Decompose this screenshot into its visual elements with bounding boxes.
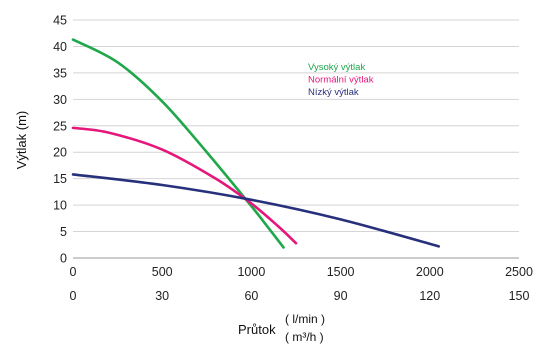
legend-item-vysoky-vytlak: Vysoký výtlak	[308, 62, 365, 73]
y-axis-title: Výtlak (m)	[14, 111, 29, 170]
y-tick-label: 15	[53, 172, 67, 186]
x-tick-label: 1500	[327, 265, 355, 279]
x-tick-label: 1000	[237, 265, 265, 279]
y-tick-label: 0	[60, 252, 67, 266]
x-tick-label-secondary: 60	[244, 289, 258, 303]
x-tick-label: 2500	[505, 265, 533, 279]
x-tick-label-secondary: 120	[419, 289, 440, 303]
series-layer	[71, 38, 441, 249]
x-tick-label: 0	[70, 265, 77, 279]
x-axis-unit-primary: ( l/min )	[285, 312, 325, 326]
x-tick-label-secondary: 90	[334, 289, 348, 303]
y-tick-label: 5	[60, 225, 67, 239]
series-line-normalni-vytlak	[71, 126, 298, 245]
x-axis-unit-secondary: ( m³/h )	[285, 330, 324, 344]
y-tick-label: 35	[53, 66, 67, 80]
grid-layer	[73, 19, 519, 233]
x-tick-label-secondary: 0	[70, 289, 77, 303]
y-tick-label: 30	[53, 93, 67, 107]
y-tick-label: 20	[53, 146, 67, 160]
x-tick-label-secondary: 150	[509, 289, 530, 303]
axis-layer: 0510152025303540450050030100060150090200…	[53, 14, 533, 304]
series-line-nizky-vytlak	[71, 173, 441, 248]
x-tick-label: 500	[152, 265, 173, 279]
y-tick-label: 25	[53, 119, 67, 133]
x-tick-label-secondary: 30	[155, 289, 169, 303]
x-axis-title: Průtok	[238, 322, 276, 337]
legend-item-normalni-vytlak: Normální výtlak	[308, 75, 374, 86]
legend-item-nizky-vytlak: Nízký výtlak	[308, 87, 359, 98]
y-tick-label: 40	[53, 40, 67, 54]
y-tick-label: 10	[53, 199, 67, 213]
series-line-vysoky-vytlak	[71, 38, 285, 249]
y-tick-label: 45	[53, 14, 67, 28]
x-tick-label: 2000	[416, 265, 444, 279]
